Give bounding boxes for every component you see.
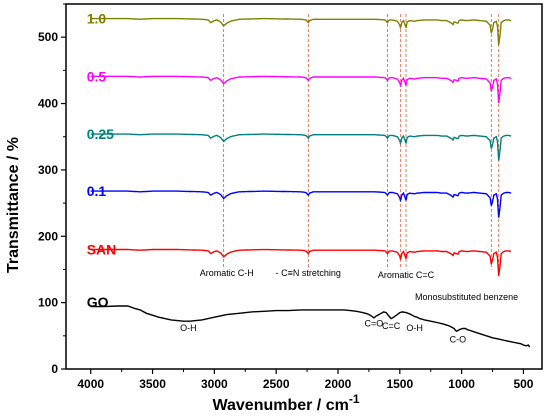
x-tick-label: 1500 [386,377,413,391]
series-label: GO [87,294,109,310]
x-tick-label: 1000 [448,377,475,391]
y-tick-label: 200 [38,229,58,243]
x-axis-label: Wavenumber / cm-1 [212,392,359,414]
x-tick-label: 4000 [77,377,104,391]
axes: 4000 3500 3000 2500 2000 1500 1000 500 0 100 200 30… [38,3,543,391]
band-annotation: C=C [382,321,401,331]
x-tick-label: 2500 [263,377,290,391]
y-tick-label: 300 [38,163,58,177]
band-annotation: O-H [180,323,197,333]
x-tick-label: 2000 [325,377,352,391]
series-line-0-5 [90,75,512,103]
band-annotation: C=O [364,319,383,329]
band-annotation: O-H [406,323,423,333]
y-axis-label: Transmittance / % [5,137,22,273]
series-line-go [90,305,531,348]
series-label: 0.1 [87,183,107,199]
y-tick-label: 100 [38,296,58,310]
series-label: SAN [87,242,117,258]
series-label: 1.0 [87,11,107,27]
series-label: 0.5 [87,68,107,84]
band-annotation: Monosubstituted benzene [415,292,518,302]
x-tick-label: 500 [513,377,533,391]
x-axis-label-superscript: -1 [349,392,360,406]
series-line-0-1 [90,190,512,218]
plot-area: 1.0 0.5 0.25 0.1 SAN GO Aromatic C-H - C≡N stre… [87,11,531,348]
x-tick-label: 3500 [139,377,166,391]
band-annotation: Aromatic C=C [378,270,435,280]
band-annotation: C-O [450,334,467,344]
y-tick-label: 500 [38,30,58,44]
series-label: 0.25 [87,126,114,142]
band-annotation: - C≡N stretching [276,268,341,278]
y-tick-label: 400 [38,97,58,111]
x-axis-label-text: Wavenumber / cm [212,397,348,414]
x-tick-label: 3000 [201,377,228,391]
plot-frame [65,3,543,370]
series-line-0-25 [90,133,512,161]
y-tick-label: 0 [51,362,58,376]
series-line-san [90,248,512,277]
band-annotation: Aromatic C-H [200,268,254,278]
series-line-1-0 [90,17,512,46]
